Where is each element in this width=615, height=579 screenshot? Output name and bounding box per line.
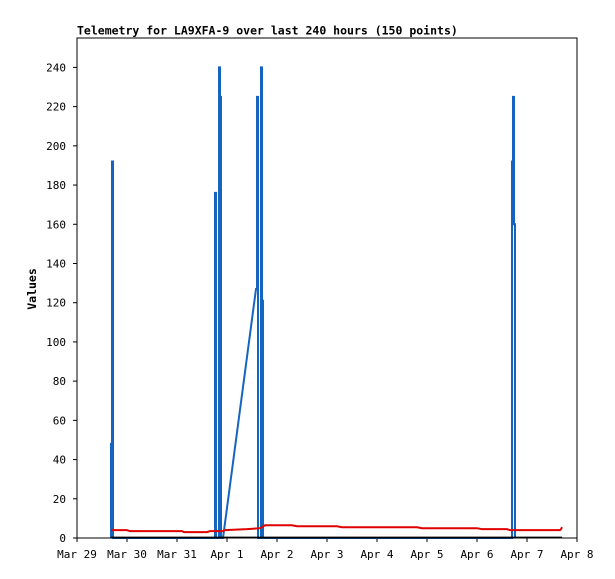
- x-tick-label: Apr 1: [210, 548, 243, 561]
- x-tick-label: Apr 4: [360, 548, 393, 561]
- y-tick-label: 240: [46, 61, 66, 74]
- x-tick-label: Apr 6: [460, 548, 493, 561]
- y-tick-label: 120: [46, 297, 66, 310]
- y-tick-label: 40: [53, 454, 66, 467]
- series-line-2: [111, 524, 563, 534]
- y-axis-label: Values: [25, 268, 39, 310]
- series-line-1: [110, 66, 516, 539]
- y-tick-label: 140: [46, 257, 66, 270]
- y-tick-label: 220: [46, 101, 66, 114]
- x-tick-label: Apr 2: [260, 548, 293, 561]
- y-tick-label: 0: [59, 532, 66, 545]
- y-tick-label: 200: [46, 140, 66, 153]
- x-tick-label: Mar 30: [107, 548, 147, 561]
- y-tick-label: 100: [46, 336, 66, 349]
- x-tick-label: Apr 7: [510, 548, 543, 561]
- plot-area: [76, 37, 578, 539]
- y-tick-label: 80: [53, 375, 66, 388]
- series-layer: [110, 66, 563, 539]
- axis-ticks: 0 20 40 60 80 100 120 140 160 180 200 220 240 Mar 29 M…: [46, 61, 593, 561]
- chart-title: Telemetry for LA9XFA-9 over last 240 hou…: [77, 24, 458, 38]
- x-tick-label: Mar 29: [57, 548, 97, 561]
- x-tick-label: Apr 8: [560, 548, 593, 561]
- y-tick-label: 160: [46, 218, 66, 231]
- y-tick-label: 60: [53, 414, 66, 427]
- y-tick-label: 20: [53, 493, 66, 506]
- x-tick-label: Apr 3: [310, 548, 343, 561]
- x-tick-label: Apr 5: [410, 548, 443, 561]
- x-tick-label: Mar 31: [157, 548, 197, 561]
- y-tick-label: 180: [46, 179, 66, 192]
